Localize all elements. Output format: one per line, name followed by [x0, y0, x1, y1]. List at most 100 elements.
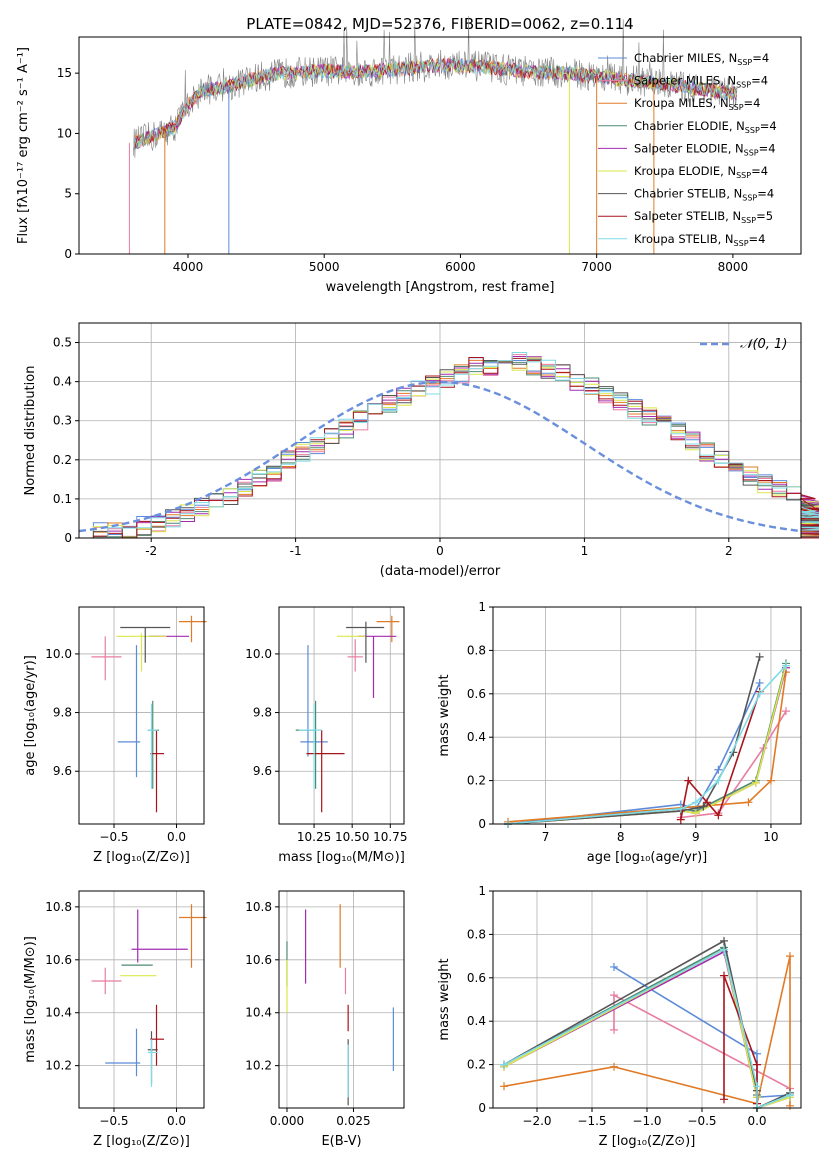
x-tick-label: 7000: [581, 260, 612, 274]
y-tick-label: 10: [57, 126, 72, 140]
x-tick-label: 10.75: [373, 830, 407, 844]
age_vs_mass-panel-xlabel: mass [log₁₀(M/M⊙)]: [278, 850, 405, 865]
weight-marker: [720, 936, 728, 945]
data-point: [179, 615, 207, 643]
legend-label: Chabrier MILES, NSSP=4: [634, 51, 769, 67]
weight_vs_age-panel: 7 8 9 10 0 0.2 0.4 0.6 0.8 1 age [log₁₀(age/yr)] ma…: [437, 600, 802, 865]
y-tick-label: 10.8: [45, 900, 72, 914]
residuals-panel-ylabel: Normed distribution: [23, 366, 38, 496]
spectrum-legend: Chabrier MILES, NSSP=4 Salpeter MILES, NS…: [598, 51, 777, 248]
data-point: [91, 636, 122, 681]
x-tick-label: 10: [763, 830, 778, 844]
spectrum-panel: 4000 5000 6000 7000 8000 0 5 10 15 wavelength [An…: [16, 16, 802, 295]
data-point: [376, 615, 400, 643]
data-point: [150, 730, 164, 813]
spectrum-panel-xlabel: wavelength [Angstrom, rest frame]: [326, 280, 555, 295]
residuals-panel-frame: [78, 322, 802, 539]
residuals-panel-ticks: -2 -1 0 1 2 0 0.1 0.2 0.3 0.4 0.5: [53, 336, 733, 558]
x-tick-label: 10.50: [335, 830, 369, 844]
y-tick-label: 9.8: [253, 706, 272, 720]
weight-marker: [500, 1060, 508, 1069]
x-tick-label: −0.5: [99, 1114, 128, 1128]
weight-marker: [755, 689, 764, 698]
data-point: [295, 700, 317, 789]
weight_vs_Z-panel-ylabel: mass weight: [437, 958, 452, 1040]
weight-marker: [781, 661, 790, 670]
weight-marker: [786, 1101, 794, 1110]
residual-histogram: [79, 352, 819, 539]
weight_vs_Z-panel: −2.0 −1.5 −1.0 −0.5 0.0 0 0.2 0.4 0.6 0.8 1 Z [log₁…: [437, 884, 802, 1149]
y-tick-label: 0.8: [467, 927, 486, 941]
x-tick-label: 5000: [309, 260, 340, 274]
x-tick-label: 0.025: [336, 1114, 370, 1128]
data-point: [105, 1028, 141, 1077]
data-point: [116, 633, 167, 672]
x-tick-label: 4000: [173, 260, 204, 274]
weight-marker: [786, 952, 794, 961]
x-tick-label: -2: [145, 544, 157, 558]
y-tick-label: 10.2: [45, 1059, 72, 1073]
x-tick-label: 0.0: [167, 1114, 186, 1128]
mass_vs_Z-panel-ylabel: mass [log₁₀(M/M⊙)]: [23, 936, 38, 1063]
age_vs_Z-panel: −0.5 0.0 9.6 9.8 10.0 Z [log₁₀(Z/Z⊙)] age [log…: [23, 606, 207, 865]
weight-marker: [691, 798, 700, 807]
weight-marker: [691, 809, 700, 818]
weight-marker: [720, 945, 728, 954]
y-tick-label: 9.8: [53, 706, 72, 720]
residuals-panel-xlabel: (data-model)/error: [380, 564, 501, 579]
y-tick-label: 0: [64, 531, 72, 545]
x-tick-label: 8000: [718, 260, 749, 274]
data-point: [117, 645, 141, 778]
age_vs_Z-panel-frame: [78, 606, 205, 825]
weight_vs_age-panel-frame: [492, 606, 802, 825]
data-point: [131, 909, 188, 963]
weight_vs_age-panel-ticks: 7 8 9 10 0 0.2 0.4 0.6 0.8 1: [467, 600, 779, 844]
data-point: [179, 904, 207, 968]
weight-marker: [720, 971, 728, 980]
y-tick-label: 0.2: [467, 1058, 486, 1072]
y-tick-label: 0: [478, 817, 486, 831]
y-tick-label: 0.4: [53, 375, 72, 389]
x-tick-label: 0: [436, 544, 444, 558]
weight-marker: [755, 652, 764, 661]
weight-series-line: [507, 667, 787, 825]
x-tick-label: −2.0: [522, 1114, 551, 1128]
age_vs_Z-panel-ylabel: age [log₁₀(age/yr)]: [23, 655, 38, 776]
x-tick-label: 0.000: [270, 1114, 304, 1128]
weight-marker: [676, 815, 685, 824]
weight-series-line: [723, 975, 758, 1104]
weight_vs_Z-panel-xlabel: Z [log₁₀(Z/Z⊙)]: [599, 1134, 696, 1149]
age_vs_mass-panel-frame: [278, 606, 405, 825]
weight-marker: [500, 1082, 508, 1091]
y-tick-label: 0.5: [53, 336, 72, 350]
spectrum-data-line: [133, 16, 738, 158]
weight-marker: [610, 1062, 618, 1071]
weight-series-line: [507, 671, 787, 823]
legend-label: Kroupa STELIB, NSSP=4: [634, 232, 765, 248]
weight_vs_age-panel-xlabel: age [log₁₀(age/yr)]: [587, 850, 708, 865]
age_vs_Z-panel-ticks: −0.5 0.0 9.6 9.8 10.0: [45, 647, 186, 844]
x-tick-label: −1.0: [632, 1114, 661, 1128]
y-tick-label: 0.1: [53, 492, 72, 506]
mass_vs_Z-panel-frame: [78, 890, 205, 1109]
weight-series-line: [507, 665, 787, 825]
weight-marker: [751, 778, 760, 787]
y-tick-label: 10.0: [245, 647, 272, 661]
spectrum-panel-ylabel: Flux [fλ10⁻¹⁷ erg cm⁻² s⁻¹ A⁻¹]: [16, 47, 31, 244]
weight-marker: [714, 776, 723, 785]
spectrum-panel-frame: [78, 36, 802, 255]
gaussian-curve: [78, 380, 802, 533]
weight-marker: [755, 678, 764, 687]
y-tick-label: 0.4: [467, 730, 486, 744]
x-tick-label: 0.0: [747, 1114, 766, 1128]
y-tick-label: 5: [64, 187, 72, 201]
data-point: [150, 1004, 164, 1066]
data-point: [298, 703, 322, 789]
age_vs_Z-panel-plot-area: [79, 607, 207, 824]
weight_vs_Z-panel-plot-area: [493, 890, 801, 1112]
weight-marker: [753, 1049, 761, 1058]
y-tick-label: 10.2: [245, 1059, 272, 1073]
weight-marker: [684, 776, 693, 785]
x-tick-label: 0.0: [167, 830, 186, 844]
